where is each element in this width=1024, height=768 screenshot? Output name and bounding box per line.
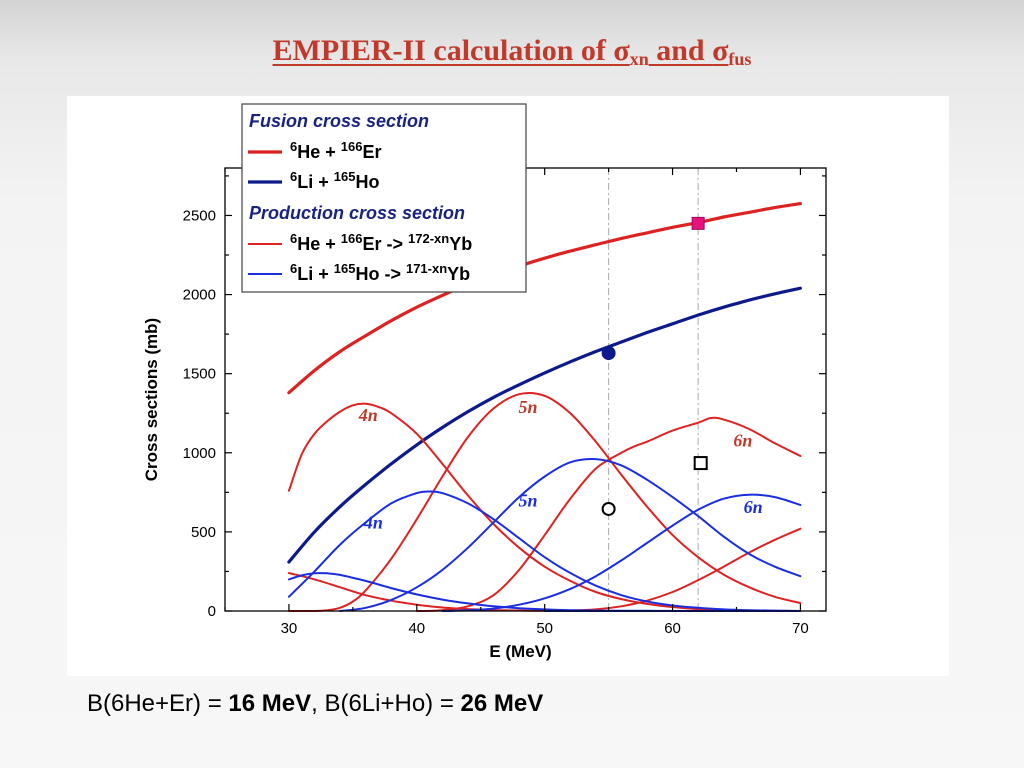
legend-box [241,103,527,293]
li-fusion-data-point [601,346,616,361]
legend-mass-number: 172-xn [408,231,449,246]
y-tick-label: 1500 [183,366,216,383]
annotation-label: 5n [519,491,538,511]
legend-mass-number: 166 [341,139,363,154]
footnote-li-value: 26 MeV [460,690,544,717]
sigma-symbol: σ [712,34,729,67]
legend-text: Yb [449,234,472,254]
subscript-xn: xn [629,49,649,69]
legend-text: Er -> [362,234,408,254]
legend-mass-number: 165 [334,261,356,276]
series-line-he_5n [415,416,802,612]
x-tick-label: 70 [792,620,809,637]
legend-text: Li + [297,172,334,192]
y-tick-label: 2500 [183,207,216,224]
he-fusion-data-point [691,216,705,230]
legend-entry-li_fus: 6Li + 165Ho [290,169,379,193]
y-tick-label: 1000 [183,445,216,462]
li-5n-data-point [601,501,616,516]
legend-mass-number: 165 [334,169,356,184]
series-line-li_3n [287,490,802,612]
cross-section-chart: 4n 5n 6n 4n 5n 6n 30 40 50 60 70 0 500 1000 1500 2000 25… [142,103,827,661]
subscript-fus: fus [728,49,752,69]
annotation-label: 6n [733,430,752,450]
footnote-separator: , [311,690,325,717]
annotation-label: 4n [358,405,378,425]
legend-entry-he_xn: 6He + 166Er -> 172-xnYb [290,231,472,255]
title-text: EMPIER-II calculation of [272,34,614,67]
sigma-symbol: σ [613,34,630,67]
x-tick-label: 30 [281,620,298,637]
legend-entry-li_xn: 6Li + 165Ho -> 171-xnYb [290,261,470,285]
annotation-label: 6n [744,497,763,517]
legend-mass-number: 171-xn [406,261,447,276]
legend-mass-number: 166 [341,231,363,246]
legend-mass-number: 6 [290,231,297,246]
legend-text: Yb [447,264,470,284]
series-line-he_fus [287,202,802,395]
legend-mass-number: 6 [290,169,297,184]
footnote-li-label: B(6Li+Ho) = [324,690,461,717]
x-tick-label: 60 [664,620,681,637]
legend-text: Er [362,142,381,162]
legend-entry-he_fus: 6He + 166Er [290,139,381,163]
slide-title: EMPIER-II calculation of σxn and σfus [0,34,1024,70]
title-and: and [648,34,713,67]
legend-mass-number: 6 [290,261,297,276]
legend-text: Ho -> [355,264,406,284]
series-line-he_4n [287,391,802,613]
y-axis-label: Cross sections (mb) [142,318,161,481]
legend-text: He + [297,234,341,254]
footnote-he-label: B(6He+Er) = [87,690,229,717]
y-tick-label: 0 [208,603,216,620]
y-tick-label: 500 [191,524,216,541]
series-line-he_3n [287,402,802,612]
x-tick-label: 40 [408,620,425,637]
annotation-label: 5n [519,397,538,417]
he-6n-data-point [693,456,708,471]
legend-heading-production: Production cross section [249,203,465,223]
series-line-li_5n [441,493,802,612]
series-line-li_4n [339,457,802,612]
x-axis-label: E (MeV) [489,642,551,661]
x-tick-label: 50 [536,620,553,637]
footnote-he-value: 16 MeV [228,690,312,717]
footnote: B(6He+Er) = 16 MeV, B(6Li+Ho) = 26 MeV [87,690,543,718]
series-line-li_fus [287,286,802,564]
series-line-he_6n [543,527,802,612]
chart-panel: 4n 5n 6n 4n 5n 6n 30 40 50 60 70 0 500 1000 1500 2000 25… [67,96,949,676]
legend-text: He + [297,142,341,162]
y-tick-label: 2000 [183,287,216,304]
legend-text: Ho [355,172,379,192]
legend-heading-fusion: Fusion cross section [249,111,429,131]
legend-mass-number: 6 [290,139,297,154]
legend-text: Li + [297,264,334,284]
annotation-label: 4n [363,513,383,533]
